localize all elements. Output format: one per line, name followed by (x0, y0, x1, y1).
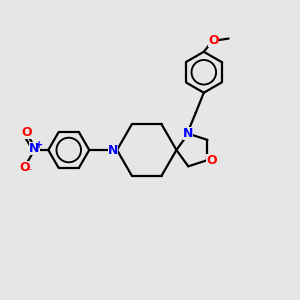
Text: +: + (35, 140, 43, 150)
Text: N: N (183, 127, 194, 140)
Text: O: O (20, 161, 31, 174)
Text: O: O (22, 126, 32, 139)
Text: O: O (208, 34, 219, 47)
Text: N: N (108, 143, 118, 157)
Text: O: O (206, 154, 217, 166)
Text: ⁻: ⁻ (26, 166, 32, 179)
Text: N: N (29, 142, 40, 155)
